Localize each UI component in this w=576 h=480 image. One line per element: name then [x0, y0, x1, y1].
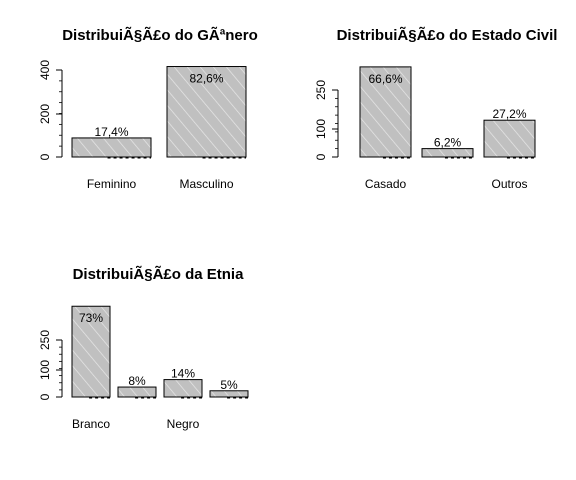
ethnicity-data-label: 5%: [220, 378, 238, 392]
gender-data-label: 82,6%: [189, 72, 223, 86]
gender-data-label: 17,4%: [94, 125, 128, 139]
marital-data-label: 27,2%: [492, 107, 526, 121]
gender-chart-title: DistribuiÃ§Ã£o do GÃªnero: [62, 26, 258, 44]
marital-y-tick-label: 100: [314, 119, 328, 139]
ethnicity-data-label: 8%: [128, 374, 146, 388]
ethnicity-y-tick-label: 0: [38, 393, 52, 400]
marital-bar: [359, 66, 412, 158]
ethnicity-bar: [117, 386, 157, 398]
gender-category-label: Feminino: [87, 177, 137, 191]
marital-data-label: 66,6%: [368, 72, 402, 86]
ethnicity-category-label: Negro: [167, 417, 200, 431]
ethnicity-y-tick-label: 250: [38, 330, 52, 350]
gender-bar: [71, 137, 152, 158]
gender-chart: DistribuiÃ§Ã£o do GÃªnero 0 200 400 17,4% Fe…: [38, 26, 258, 191]
ethnicity-chart: DistribuiÃ§Ã£o da Etnia 0 100 250 73% Branco…: [38, 265, 249, 431]
gender-y-tick-label: 200: [38, 104, 52, 124]
marital-bar: [483, 119, 536, 158]
gender-category-label: Masculino: [179, 177, 233, 191]
ethnicity-bar: [163, 379, 203, 398]
ethnicity-bar: [71, 305, 111, 398]
ethnicity-category-label: Branco: [72, 417, 110, 431]
marital-y-tick-label: 0: [314, 153, 328, 160]
marital-y-tick-label: 250: [314, 80, 328, 100]
ethnicity-chart-title: DistribuiÃ§Ã£o da Etnia: [73, 265, 245, 283]
gender-bar: [166, 66, 247, 158]
marital-category-label: Casado: [365, 177, 407, 191]
marital-status-chart-title: DistribuiÃ§Ã£o do Estado Civil: [337, 26, 558, 44]
ethnicity-data-label: 73%: [79, 311, 103, 325]
marital-bar: [421, 148, 474, 158]
marital-data-label: 6,2%: [434, 136, 462, 150]
ethnicity-data-label: 14%: [171, 367, 195, 381]
gender-y-tick-label: 400: [38, 60, 52, 80]
ethnicity-y-tick-label: 100: [38, 360, 52, 380]
gender-y-tick-label: 0: [38, 153, 52, 160]
ethnicity-bar: [209, 390, 249, 398]
marital-status-chart: DistribuiÃ§Ã£o do Estado Civil 0 100 250 66…: [314, 26, 557, 191]
marital-category-label: Outros: [491, 177, 527, 191]
